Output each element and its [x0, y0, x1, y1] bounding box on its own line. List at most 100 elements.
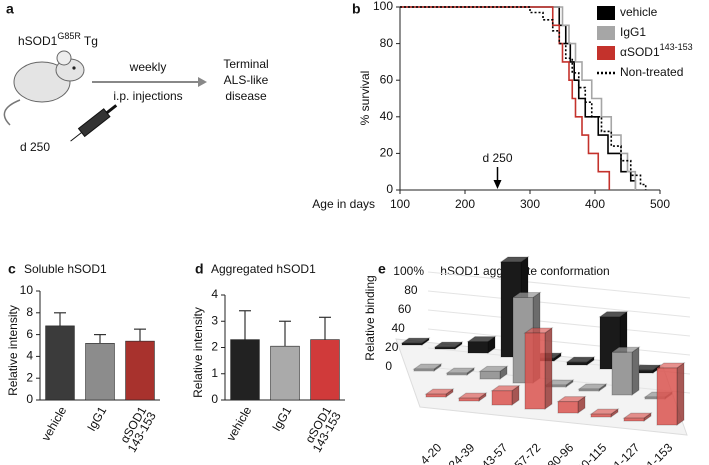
bar [434, 346, 456, 350]
x-tick-label: 500 [650, 197, 670, 211]
category-label: 24-39 [446, 440, 478, 465]
bar [425, 393, 447, 398]
legend-entry: αSOD1143-153 [620, 42, 693, 59]
panel-label: c [8, 261, 16, 277]
y-tick-label: 0 [385, 359, 392, 373]
category-label: 111-127 [603, 440, 643, 465]
category-text: IgG1 [269, 404, 294, 434]
legend-entry: Non-treated [620, 65, 683, 79]
mouse-tail [3, 99, 21, 126]
legend-name: vehicle [620, 5, 658, 19]
y-tick-label: 10 [20, 283, 34, 297]
grid-line [427, 309, 691, 337]
bar [623, 417, 645, 422]
bar [45, 325, 75, 401]
outcome-line: disease [225, 89, 267, 103]
x-tick-label: 400 [585, 197, 605, 211]
bar [310, 339, 340, 401]
legend-name-sup: 143-153 [660, 42, 693, 52]
legend-swatch [597, 6, 615, 20]
x-tick-label: 100 [390, 197, 410, 211]
y-axis-label: Relative intensity [191, 307, 205, 398]
grid-line [427, 290, 691, 318]
legend-name: αSOD1 [620, 45, 660, 59]
legend-entry: vehicle [620, 5, 658, 19]
annotation-arrow-head [493, 180, 502, 189]
bar [446, 372, 468, 376]
x-tick-label: 200 [455, 197, 475, 211]
panel-label: b [352, 1, 361, 17]
bar-side [544, 327, 553, 410]
syringe-plunger [105, 104, 118, 114]
mouse-ear [56, 50, 72, 66]
bar [479, 370, 501, 380]
bar-side [631, 346, 640, 396]
y-tick-label: 1 [211, 366, 218, 380]
y-tick-label: 100 [373, 0, 393, 13]
y-tick-label: 80 [380, 36, 394, 50]
bar [611, 351, 633, 396]
bar [557, 401, 579, 414]
arrow-top-label: weekly [129, 60, 167, 74]
y-tick-label: 40 [380, 109, 394, 123]
bar [524, 332, 546, 410]
bar-side [676, 362, 685, 426]
bar [467, 341, 489, 354]
y-tick-label: 80 [404, 283, 418, 297]
mouse-label-main: hSOD1 [18, 34, 58, 48]
syringe-barrel [77, 108, 111, 138]
panel-label: d [195, 261, 204, 277]
bar [491, 390, 513, 406]
arrow-bottom-label: i.p. injections [113, 89, 182, 103]
mouse-label-sup: G85R [57, 31, 81, 41]
legend-swatch [597, 46, 615, 60]
x-tick-label: 300 [520, 197, 540, 211]
panel-title: Aggregated hSOD1 [211, 262, 316, 276]
syringe [70, 104, 118, 142]
y-tick-label: 0 [211, 392, 218, 406]
mouse-eye [72, 66, 76, 70]
bar [230, 339, 260, 401]
day-label: d 250 [20, 140, 50, 154]
category-label: vehicle [224, 404, 255, 444]
category-text: vehicle [39, 404, 70, 444]
y-tick-label: 2 [211, 340, 218, 354]
bar [270, 345, 300, 401]
outcome-line: Terminal [223, 57, 268, 71]
category-text: IgG1 [84, 404, 109, 434]
survival-curve [400, 6, 637, 190]
y-tick-label: 6 [26, 327, 33, 341]
y-tick-label: 4 [26, 349, 33, 363]
bar [656, 367, 678, 426]
category-label: IgG1 [84, 404, 109, 434]
legend-swatch [597, 26, 615, 40]
y-tick-label: 8 [26, 305, 33, 319]
y-tick-label: 4 [211, 287, 218, 301]
y-axis-label: Relative intensity [6, 305, 20, 396]
bar [401, 342, 423, 346]
x-axis-label: Age in days [312, 197, 375, 211]
category-label: 80-96 [545, 440, 577, 465]
y-axis-label: % survival [358, 71, 372, 126]
survival-curve [400, 6, 647, 190]
y-tick-label: 60 [380, 72, 394, 86]
category-label: vehicle [39, 404, 70, 444]
y-tick-label: 40 [391, 321, 405, 335]
survival-curve [400, 6, 611, 190]
category-label: αSOD1143-153 [117, 404, 159, 455]
bar [590, 413, 612, 418]
y-tick-label: 100% [393, 264, 424, 278]
bar [458, 397, 480, 402]
legend-entry: IgG1 [620, 25, 646, 39]
grid-line [427, 271, 691, 299]
y-tick-label: 20 [380, 146, 394, 160]
category-label: 43-57 [479, 440, 511, 465]
y-tick-label: 2 [26, 370, 33, 384]
panel-label: e [378, 261, 386, 277]
y-tick-label: 60 [398, 302, 412, 316]
category-label: αSOD1143-153 [302, 404, 344, 455]
bar [566, 361, 588, 366]
y-tick-label: 0 [26, 392, 33, 406]
category-label: 4-20 [417, 440, 444, 465]
